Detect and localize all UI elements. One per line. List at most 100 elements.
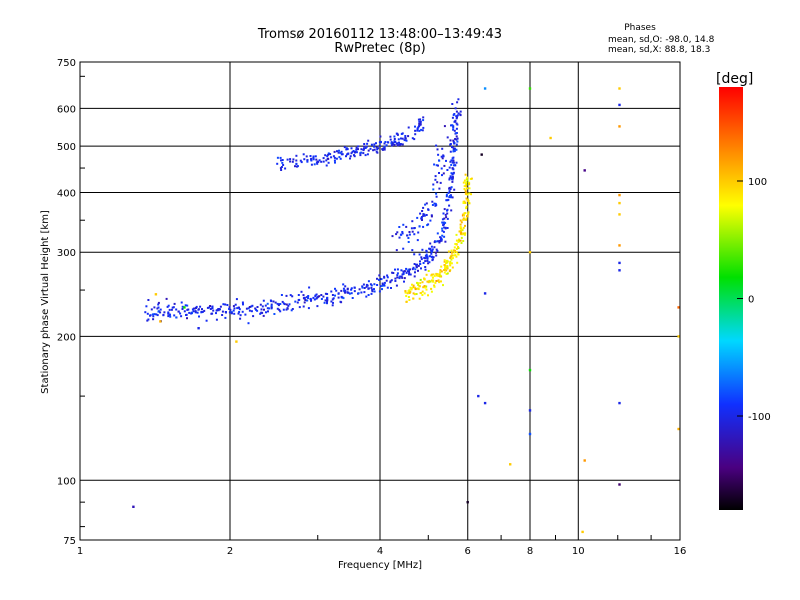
data-point — [370, 292, 373, 295]
plot-frame — [79, 61, 681, 541]
data-point — [289, 294, 292, 297]
data-point — [354, 151, 356, 154]
data-point — [312, 158, 315, 161]
data-point — [459, 232, 462, 235]
phases-title: Phases — [624, 23, 656, 33]
data-point — [440, 280, 442, 283]
data-point — [298, 298, 301, 301]
data-point — [169, 313, 171, 316]
data-point — [412, 292, 415, 295]
data-point — [363, 143, 366, 145]
data-point — [235, 298, 238, 301]
data-point — [442, 230, 445, 233]
data-point — [367, 139, 370, 142]
data-point — [144, 311, 147, 314]
data-point — [426, 280, 429, 283]
data-point — [460, 221, 463, 224]
data-point — [366, 284, 369, 287]
data-point — [421, 294, 424, 296]
data-point — [431, 200, 434, 203]
data-point — [312, 155, 315, 158]
data-point — [417, 288, 420, 291]
data-point — [343, 290, 346, 293]
data-point — [414, 125, 416, 128]
x-tick-label: 2 — [227, 546, 233, 557]
data-point — [307, 295, 310, 297]
data-point — [450, 249, 453, 252]
data-point — [438, 281, 441, 284]
data-point — [400, 137, 402, 140]
data-point — [396, 231, 399, 234]
data-point — [453, 142, 456, 145]
data-point — [440, 239, 443, 242]
data-point — [463, 212, 466, 215]
data-point — [373, 145, 376, 148]
data-point — [419, 118, 422, 121]
data-point — [233, 312, 236, 315]
data-point — [380, 141, 382, 144]
data-point — [287, 304, 290, 307]
data-point — [401, 273, 404, 276]
data-point — [421, 210, 424, 212]
data-point — [241, 310, 244, 313]
data-point — [280, 159, 282, 162]
data-point — [435, 144, 438, 147]
data-point — [436, 249, 439, 252]
data-point — [396, 276, 399, 279]
data-point — [391, 271, 394, 274]
data-point — [284, 167, 287, 170]
data-point — [347, 152, 350, 155]
data-point — [167, 315, 170, 318]
data-point — [418, 297, 421, 300]
data-point — [445, 195, 448, 198]
data-point — [295, 162, 298, 165]
data-point — [333, 156, 336, 159]
data-point — [353, 154, 355, 157]
data-point — [466, 193, 469, 196]
data-point — [309, 298, 312, 301]
data-point — [423, 292, 426, 295]
data-point — [426, 255, 429, 258]
data-point — [463, 214, 465, 217]
data-point — [392, 272, 395, 274]
data-point — [409, 286, 412, 289]
data-point — [449, 262, 451, 265]
data-point — [403, 280, 405, 283]
data-point — [422, 225, 425, 228]
data-points — [132, 87, 680, 534]
data-point — [221, 310, 224, 313]
data-point — [441, 229, 444, 232]
data-point — [273, 313, 276, 315]
data-point — [459, 239, 462, 242]
data-point — [282, 308, 285, 311]
data-point — [385, 144, 388, 147]
data-point — [394, 277, 397, 280]
data-point — [429, 255, 431, 258]
data-point — [326, 293, 329, 295]
data-point — [434, 281, 437, 284]
data-point — [310, 157, 313, 160]
data-point — [265, 311, 267, 314]
data-point — [376, 151, 379, 154]
data-point — [375, 146, 378, 149]
data-point — [440, 237, 443, 240]
data-point — [424, 268, 427, 271]
data-point — [270, 304, 273, 307]
data-point — [303, 296, 306, 299]
data-point — [157, 310, 160, 313]
data-point — [450, 262, 453, 265]
data-point — [465, 178, 468, 180]
data-point — [417, 118, 420, 121]
data-point — [435, 195, 438, 198]
data-point — [418, 225, 421, 228]
data-point — [175, 316, 178, 319]
data-point — [448, 166, 451, 169]
data-point — [417, 264, 420, 267]
data-point — [417, 284, 420, 286]
data-point — [438, 172, 440, 174]
data-point — [433, 285, 436, 288]
data-point — [442, 222, 445, 225]
data-point — [219, 308, 221, 311]
data-point — [428, 261, 431, 264]
data-point — [405, 295, 408, 297]
